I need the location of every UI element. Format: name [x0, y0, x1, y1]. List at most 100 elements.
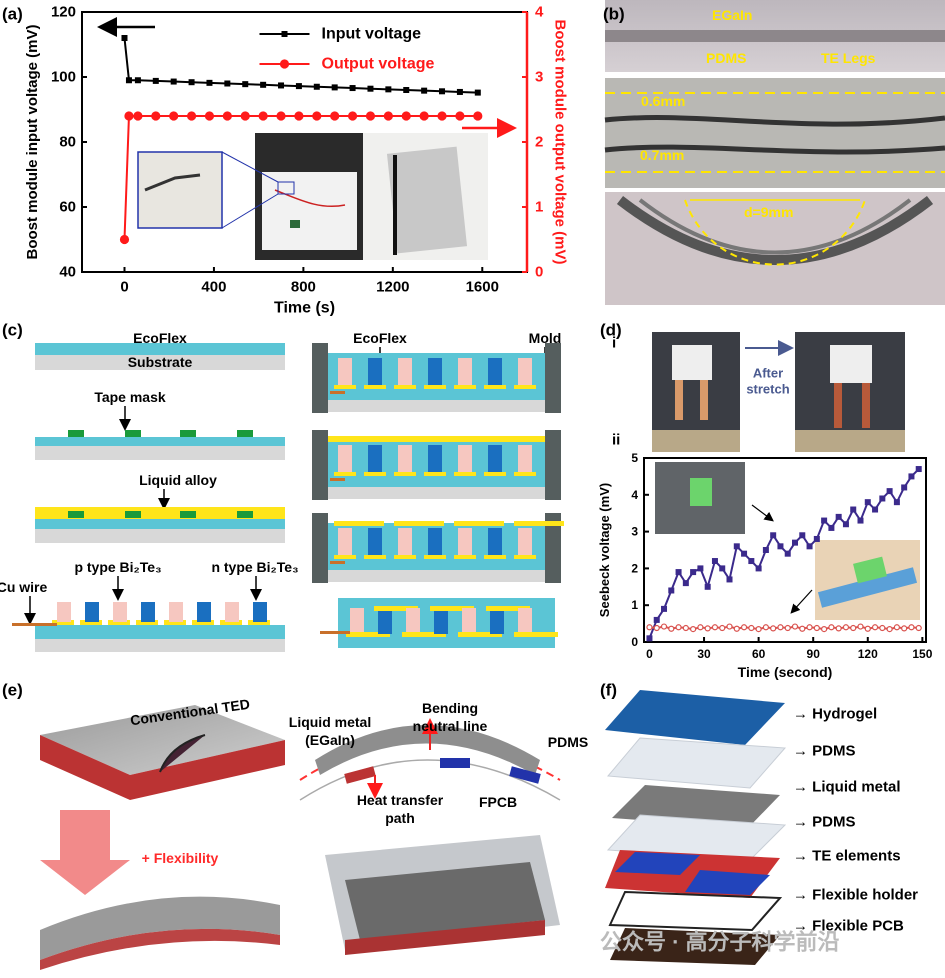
x-tick-label: 1200 [376, 279, 409, 296]
leg [462, 608, 476, 634]
leg [338, 445, 352, 475]
y-tick-label: 120 [51, 4, 76, 21]
y2-axis-label: Boost module output voltage (mV) [552, 20, 569, 265]
pad [484, 555, 506, 559]
pad [514, 632, 558, 637]
diagram-label: n type Bi₂Te₃ [211, 559, 298, 575]
pad [454, 521, 504, 526]
y-tick-label: 80 [59, 134, 76, 151]
y-tick-label: 100 [51, 69, 76, 86]
y2-tick-label: 1 [535, 199, 543, 216]
pad [248, 620, 270, 625]
data-point [755, 565, 762, 572]
data-point [806, 624, 813, 631]
wire [320, 631, 350, 634]
leg [338, 358, 352, 388]
data-point [901, 484, 908, 491]
data-point [879, 624, 886, 632]
tape [180, 430, 196, 437]
diagram-label: + Flexibility [142, 850, 219, 866]
data-point [886, 626, 893, 633]
data-point [653, 616, 660, 623]
layer-label: → PDMS [793, 814, 856, 831]
leg [398, 358, 412, 388]
data-point [719, 565, 726, 572]
data-point [186, 111, 197, 121]
panel-label: (a) [2, 5, 23, 24]
diagram-label: p type Bi₂Te₃ [74, 559, 161, 575]
legend-marker [281, 31, 288, 37]
x-axis-label: Time (s) [274, 300, 335, 317]
mold [545, 430, 561, 500]
mold [312, 343, 328, 413]
data-point [204, 111, 215, 121]
leg [428, 358, 442, 388]
leg [368, 445, 382, 475]
x-tick-label: 90 [807, 647, 821, 661]
data-point [821, 626, 828, 633]
y-tick-label: 0 [631, 635, 638, 649]
data-point [312, 111, 322, 121]
data-point [668, 625, 675, 632]
y2-tick-label: 4 [535, 4, 544, 21]
diagram-label: Cu wire [0, 579, 47, 595]
wire [330, 478, 345, 481]
pad [394, 555, 416, 559]
pad [454, 472, 476, 476]
leg [113, 602, 127, 622]
data-point [726, 576, 733, 583]
data-point [152, 77, 159, 84]
pad [402, 632, 446, 637]
legend-marker [279, 59, 290, 69]
data-point [474, 89, 481, 96]
data-point [367, 85, 374, 92]
tape [125, 430, 141, 437]
pad [52, 620, 74, 625]
layer [35, 529, 285, 543]
data-point [646, 635, 653, 642]
data-point [690, 569, 697, 576]
data-point [711, 624, 719, 631]
y-tick-label: 40 [59, 264, 76, 281]
pad [484, 385, 506, 389]
data-point [835, 625, 842, 632]
x-tick-label: 150 [912, 647, 932, 661]
mold [545, 343, 561, 413]
x-tick-label: 400 [201, 279, 226, 296]
data-point [857, 623, 864, 630]
layer-label: → PDMS [793, 743, 856, 760]
leg [253, 602, 267, 622]
leg [368, 528, 382, 558]
pad [430, 606, 474, 611]
data-point [777, 624, 784, 631]
leg [85, 602, 99, 622]
data-point [365, 111, 376, 121]
layer [328, 558, 545, 570]
series-line [123, 115, 478, 240]
layer [328, 436, 545, 442]
leg [488, 445, 502, 475]
data-point [799, 625, 806, 632]
leg [57, 602, 71, 622]
data-point [886, 488, 893, 495]
diagram-label: FPCB [479, 794, 517, 810]
data-point [331, 84, 338, 91]
data-point [661, 605, 668, 612]
leg [141, 602, 155, 622]
tape [237, 511, 253, 518]
legend-label: Output voltage [322, 56, 435, 73]
photo-label: ii [612, 432, 620, 449]
data-point [222, 111, 232, 121]
layer-label: → Flexible PCB [793, 918, 904, 935]
data-point [733, 543, 740, 550]
y-axis-label: Seebeck voltage (mV) [597, 483, 612, 617]
pad [192, 620, 214, 625]
data-point [806, 543, 813, 550]
mold [545, 513, 561, 583]
data-point [799, 532, 806, 539]
image-label: d=9mm [744, 204, 793, 220]
data-point [792, 539, 799, 546]
leg [406, 608, 420, 634]
leg [518, 528, 532, 558]
